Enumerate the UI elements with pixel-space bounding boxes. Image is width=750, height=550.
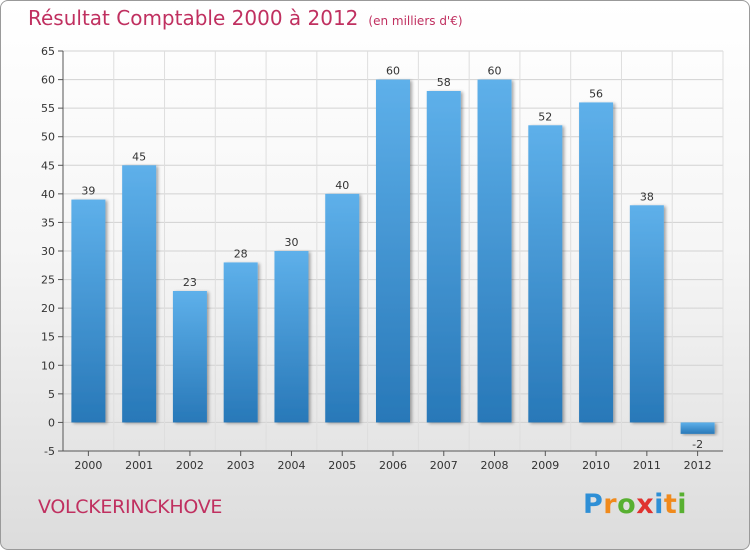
logo-letter: P bbox=[583, 489, 604, 520]
data-label: 45 bbox=[132, 150, 146, 163]
x-tick-label: 2001 bbox=[125, 459, 153, 472]
x-tick-label: 2003 bbox=[227, 459, 255, 472]
bar bbox=[122, 165, 157, 423]
y-tick-label: 50 bbox=[41, 131, 55, 144]
y-tick-label: 60 bbox=[41, 74, 55, 87]
title-text: Résultat Comptable 2000 à 2012 bbox=[28, 6, 359, 30]
data-label: 39 bbox=[81, 185, 95, 198]
x-tick-label: 2005 bbox=[328, 459, 356, 472]
x-tick-label: 2000 bbox=[74, 459, 102, 472]
data-label: 30 bbox=[284, 236, 298, 249]
y-tick-label: 20 bbox=[41, 302, 55, 315]
y-tick-label: -5 bbox=[44, 445, 55, 458]
bar bbox=[223, 262, 258, 423]
commune-name: VOLCKERINCKHOVE bbox=[38, 496, 223, 518]
data-label: 60 bbox=[386, 65, 400, 78]
bar bbox=[477, 79, 512, 423]
x-tick-label: 2002 bbox=[176, 459, 204, 472]
data-label: 23 bbox=[183, 276, 197, 289]
bar bbox=[680, 422, 715, 434]
data-label: 52 bbox=[538, 110, 552, 123]
logo-letter: o bbox=[617, 489, 637, 520]
x-tick-label: 2006 bbox=[379, 459, 407, 472]
data-label: 58 bbox=[437, 76, 451, 89]
bar bbox=[579, 102, 614, 423]
x-tick-label: 2009 bbox=[531, 459, 559, 472]
proxiti-logo[interactable]: Proxiti bbox=[583, 489, 687, 520]
x-tick-label: 2012 bbox=[684, 459, 712, 472]
data-label: 56 bbox=[589, 87, 603, 100]
data-label: 40 bbox=[335, 179, 349, 192]
x-tick-label: 2008 bbox=[481, 459, 509, 472]
y-tick-label: 65 bbox=[41, 45, 55, 58]
bar bbox=[376, 79, 410, 423]
bar bbox=[426, 91, 461, 423]
chart-title: Résultat Comptable 2000 à 2012 (en millie… bbox=[28, 6, 463, 30]
y-tick-label: 45 bbox=[41, 159, 55, 172]
data-label: 28 bbox=[234, 247, 248, 260]
bar bbox=[325, 193, 360, 423]
x-tick-label: 2011 bbox=[633, 459, 661, 472]
data-label: 60 bbox=[488, 65, 502, 78]
logo-letter: i bbox=[677, 489, 688, 520]
unit-text: (en milliers d'€) bbox=[368, 14, 463, 28]
bar bbox=[629, 205, 664, 423]
logo-letter: r bbox=[603, 489, 618, 520]
y-tick-label: 0 bbox=[48, 416, 55, 429]
logo-letter: x bbox=[636, 489, 655, 520]
data-label: 38 bbox=[640, 190, 654, 203]
x-tick-label: 2004 bbox=[277, 459, 305, 472]
y-tick-label: 55 bbox=[41, 102, 55, 115]
bars bbox=[71, 79, 715, 434]
labels: -5 0 5 10 15 20 25 30 35 40 45 50 55 60 65 39 2000 45 2001… bbox=[41, 45, 712, 472]
logo-letter: i bbox=[654, 489, 664, 520]
bar bbox=[172, 291, 207, 423]
x-tick-label: 2010 bbox=[582, 459, 610, 472]
axes bbox=[58, 50, 723, 456]
y-tick-label: 5 bbox=[48, 388, 55, 401]
y-tick-label: 10 bbox=[41, 359, 55, 372]
bar bbox=[71, 199, 106, 423]
y-tick-label: 30 bbox=[41, 245, 55, 258]
y-tick-label: 35 bbox=[41, 216, 55, 229]
logo-letter: t bbox=[663, 489, 678, 520]
y-tick-label: 15 bbox=[41, 331, 55, 344]
bar bbox=[274, 251, 309, 423]
bar bbox=[528, 125, 563, 423]
data-label: -2 bbox=[692, 438, 703, 451]
x-tick-label: 2007 bbox=[430, 459, 458, 472]
y-tick-label: 40 bbox=[41, 188, 55, 201]
y-tick-label: 25 bbox=[41, 274, 55, 287]
